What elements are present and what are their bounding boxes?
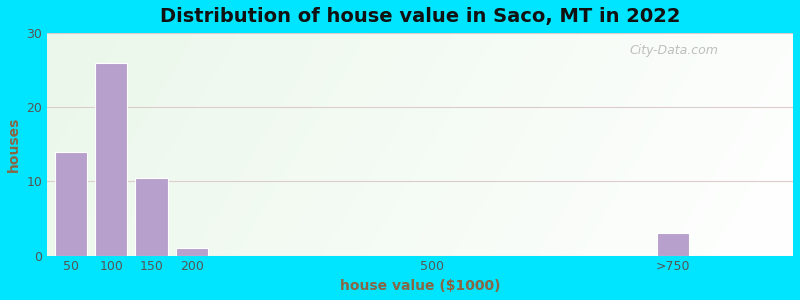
Bar: [135, 178, 167, 256]
X-axis label: house value ($1000): house value ($1000): [340, 279, 500, 293]
Bar: [175, 248, 208, 256]
Y-axis label: houses: houses: [7, 117, 21, 172]
Bar: [657, 233, 689, 256]
Text: City-Data.com: City-Data.com: [629, 44, 718, 57]
Bar: [95, 63, 127, 256]
Title: Distribution of house value in Saco, MT in 2022: Distribution of house value in Saco, MT …: [160, 7, 680, 26]
Bar: [55, 152, 87, 256]
